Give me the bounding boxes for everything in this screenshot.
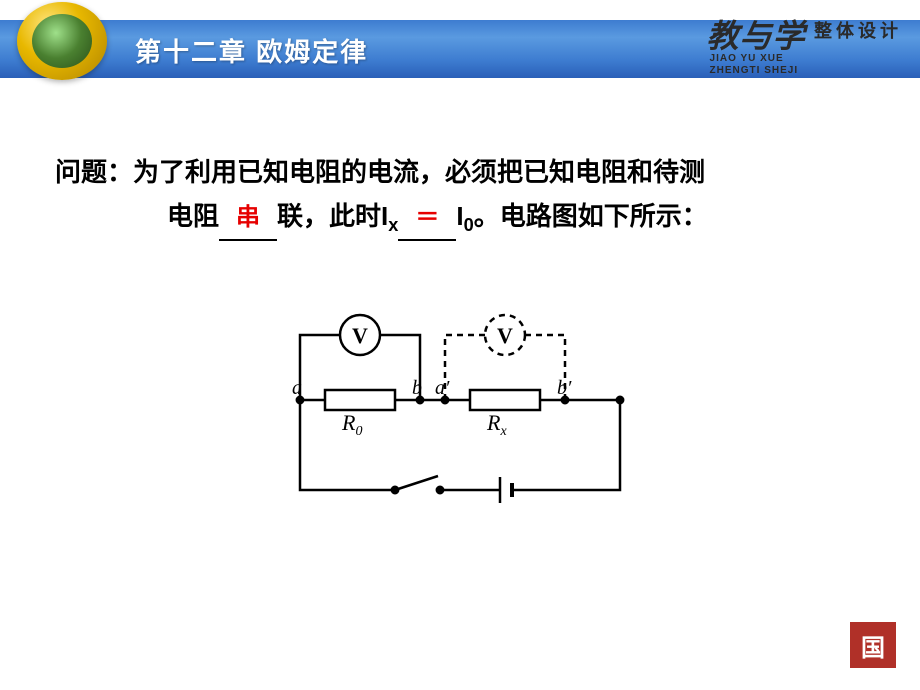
svg-text:V: V (497, 323, 513, 348)
text-segment: 联，此时I (277, 201, 388, 231)
svg-text:R0: R0 (341, 410, 362, 439)
text-segment: I (456, 201, 463, 231)
answer-1: 串 (236, 205, 260, 231)
answer-2: ＝ (415, 205, 439, 231)
globe-icon (12, 2, 112, 82)
question-line-2: 电阻串联，此时Ix ＝ I0。电路图如下所示： (55, 194, 865, 241)
circuit-diagram: a R0 b a′ Rx b′ V V (280, 290, 640, 520)
seal-icon: 国 (850, 622, 896, 668)
logo-sub-text: 整体设计 (814, 22, 902, 40)
svg-text:a′: a′ (435, 377, 450, 399)
blank-1: 串 (219, 194, 277, 241)
subscript-0: 0 (464, 215, 474, 235)
question-line-1: 问题：为了利用已知电阻的电流，必须把已知电阻和待测 (55, 150, 865, 194)
text-segment: 电阻 (167, 201, 219, 231)
blank-2: ＝ (398, 194, 456, 241)
logo-pinyin-1: JIAO YU XUE (710, 54, 902, 64)
brand-logo: 教与学 整体设计 JIAO YU XUE ZHENGTI SHEJI (707, 20, 902, 76)
svg-text:V: V (352, 323, 368, 348)
text-segment: 。电路图如下所示： (474, 201, 708, 231)
chapter-title: 第十二章 欧姆定律 (135, 32, 368, 69)
question-text: 问题：为了利用已知电阻的电流，必须把已知电阻和待测 电阻串联，此时Ix ＝ I0。电… (55, 150, 865, 241)
svg-text:Rx: Rx (486, 410, 507, 439)
logo-main-text: 教与学 (707, 20, 806, 52)
subscript-x: x (388, 215, 398, 235)
logo-pinyin-2: ZHENGTI SHEJI (710, 66, 902, 76)
slide-header: 第十二章 欧姆定律 教与学 整体设计 JIAO YU XUE ZHENGTI S… (0, 0, 920, 86)
seal-glyph: 国 (861, 628, 885, 663)
